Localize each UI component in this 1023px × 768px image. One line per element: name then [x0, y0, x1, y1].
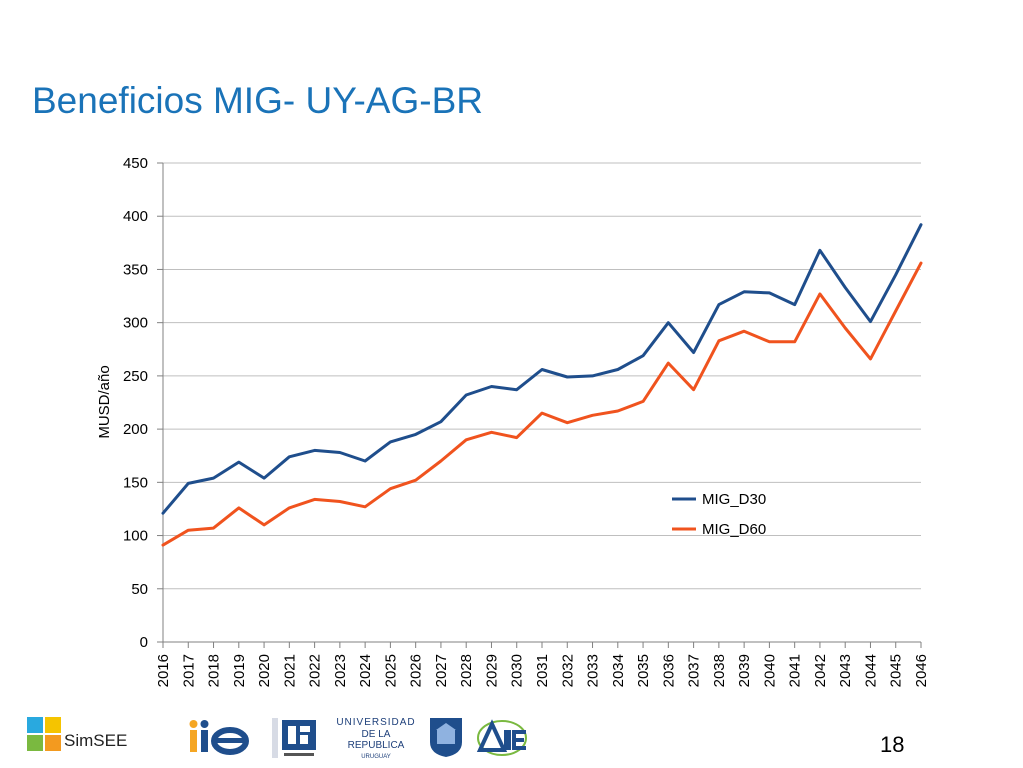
x-tick-label: 2029 [483, 654, 500, 687]
series-line-mig-d60 [161, 261, 923, 547]
udelar-line1: UNIVERSIDAD [336, 717, 416, 728]
legend-label: MIG_D60 [702, 521, 766, 538]
iie-logo [189, 720, 249, 755]
y-tick-label: 450 [123, 155, 148, 172]
y-axis-label: MUSD/año [96, 365, 113, 438]
udelar-logo-text: UNIVERSIDAD DE LA REPUBLICA URUGUAY [334, 717, 418, 760]
x-tick-label: 2031 [534, 654, 551, 687]
x-tick-label: 2041 [787, 654, 804, 687]
legend-label: MIG_D30 [702, 491, 766, 508]
x-tick-label: 2037 [686, 654, 703, 687]
chart-legend: MIG_D30 MIG_D60 [672, 491, 766, 538]
x-tick-label: 2023 [332, 654, 349, 687]
x-tick-label: 2019 [231, 654, 248, 687]
x-tick-label: 2046 [913, 654, 930, 687]
x-tick-label: 2032 [559, 654, 576, 687]
x-tick-label: 2040 [761, 654, 778, 687]
simsee-logo: SimSEE [27, 717, 157, 759]
y-tick-label: 50 [131, 581, 148, 598]
chart-axes: 0 50 100 150 200 250 300 350 400 450 2016 2017 2018 2… [123, 155, 930, 687]
x-tick-label: 2017 [180, 654, 197, 687]
logo-square-cyan [27, 717, 43, 733]
x-tick-label: 2022 [307, 654, 324, 687]
x-tick-label: 2039 [736, 654, 753, 687]
udelar-line3: URUGUAY [361, 753, 391, 760]
series-line-mig-d30 [161, 223, 923, 515]
y-tick-label: 100 [123, 528, 148, 545]
simsee-label: SimSEE [64, 731, 128, 750]
x-tick-label: 2035 [635, 654, 652, 687]
x-tick-label: 2024 [357, 654, 374, 687]
udelar-line2: DE LA REPUBLICA [347, 728, 405, 752]
x-tick-label: 2026 [408, 654, 425, 687]
adme-logo [476, 719, 527, 756]
x-tick-label: 2016 [155, 654, 172, 687]
page-number: 18 [880, 732, 905, 757]
logo-square-orange [45, 735, 61, 751]
page-title: Beneficios MIG- UY-AG-BR [32, 80, 483, 121]
x-tick-label: 2020 [256, 654, 273, 687]
x-tick-label: 2027 [433, 654, 450, 687]
x-tick-label: 2030 [509, 654, 526, 687]
y-tick-label: 0 [140, 634, 148, 651]
y-tick-label: 150 [123, 474, 148, 491]
x-tick-label: 2034 [610, 654, 627, 687]
x-tick-label: 2033 [585, 654, 602, 687]
chart-series [161, 223, 923, 547]
x-tick-label: 2045 [888, 654, 905, 687]
y-tick-label: 400 [123, 208, 148, 225]
x-tick-label: 2036 [660, 654, 677, 687]
x-tick-label: 2021 [281, 654, 298, 687]
university-seal-logo [430, 718, 462, 757]
y-tick-label: 200 [123, 421, 148, 438]
y-tick-label: 350 [123, 261, 148, 278]
x-tick-label: 2038 [711, 654, 728, 687]
x-tick-label: 2042 [812, 654, 829, 687]
x-tick-label: 2043 [837, 654, 854, 687]
logo-square-yellow [45, 717, 61, 733]
x-tick-label: 2028 [458, 654, 475, 687]
logo-square-green [27, 735, 43, 751]
x-tick-label: 2044 [862, 654, 879, 687]
x-tick-label: 2025 [382, 654, 399, 687]
chart-gridlines [163, 162, 921, 643]
x-tick-label: 2018 [206, 654, 223, 687]
fing-logo [272, 718, 316, 758]
y-tick-label: 300 [123, 315, 148, 332]
y-tick-label: 250 [123, 368, 148, 385]
